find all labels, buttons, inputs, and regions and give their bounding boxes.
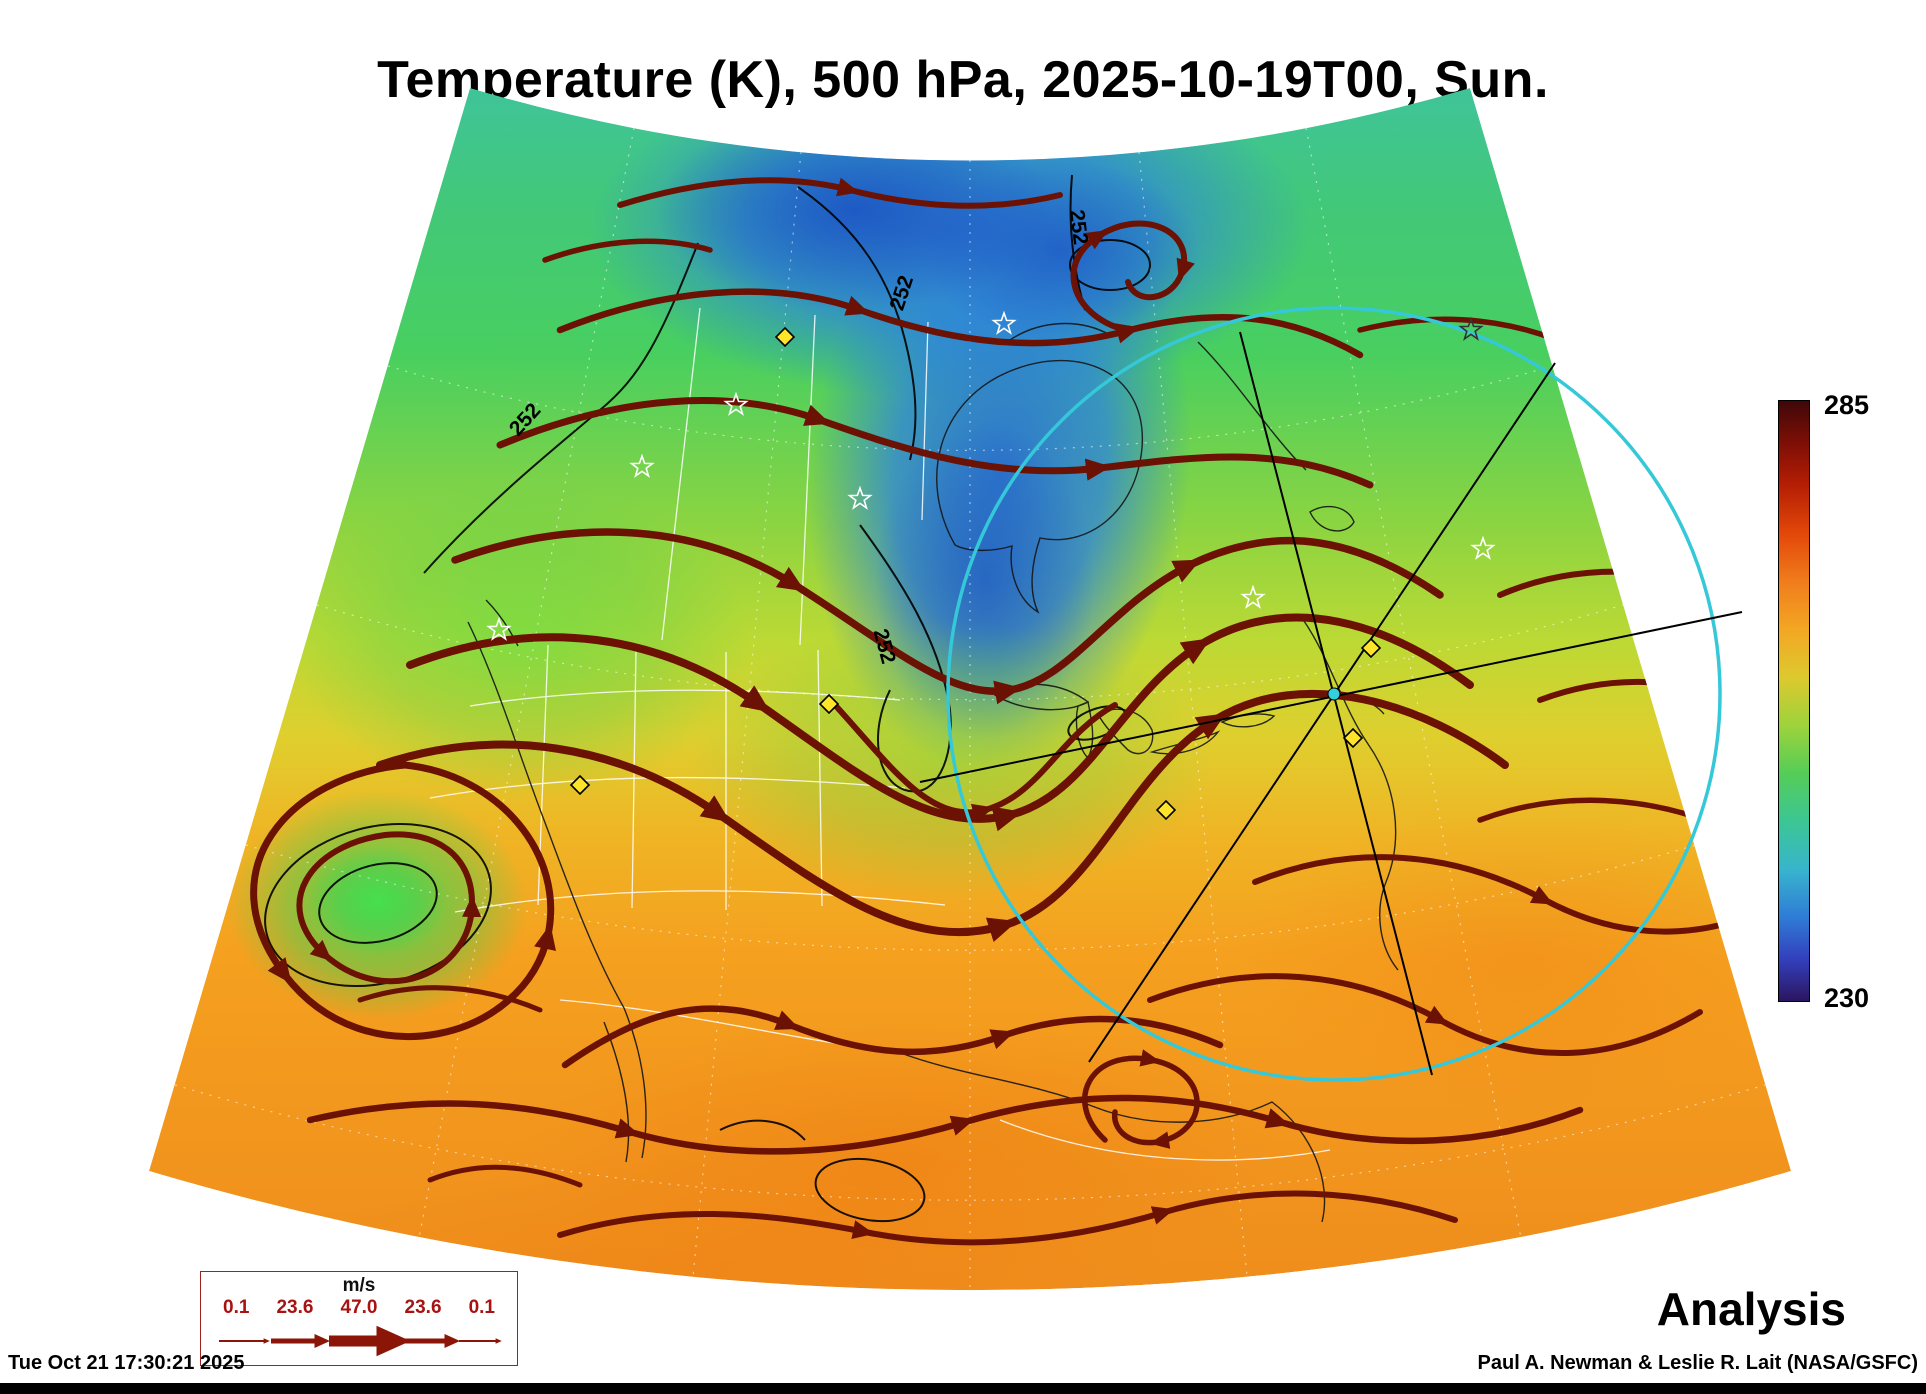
wind-arrow-scale: [219, 1325, 502, 1357]
wind-value: 23.6: [276, 1297, 314, 1318]
colorbar-max-label: 285: [1824, 390, 1870, 420]
analysis-label: Analysis: [1656, 1283, 1846, 1335]
colorbar: 285 230: [1778, 390, 1918, 1013]
wind-value: 0.1: [223, 1297, 250, 1318]
wind-value: 23.6: [404, 1297, 442, 1318]
credit-text: Paul A. Newman & Leslie R. Lait (NASA/GS…: [1477, 1352, 1918, 1374]
temperature-field: [149, 88, 1791, 1291]
page-title: Temperature (K), 500 hPa, 2025-10-19T00,…: [377, 51, 1549, 109]
circle-center-marker: [1327, 687, 1341, 701]
bottom-bar: [0, 1383, 1926, 1394]
colorbar-gradient: [1778, 400, 1810, 1002]
wind-units-label: m/s: [342, 1275, 376, 1296]
contour-label: 252: [1065, 208, 1092, 246]
range-circle: [946, 306, 1722, 1082]
wind-speed-legend: m/s 0.1 23.6 47.0 23.6 0.1: [200, 1271, 518, 1366]
colorbar-min-label: 230: [1824, 983, 1870, 1013]
generation-timestamp: Tue Oct 21 17:30:21 2025: [8, 1352, 245, 1374]
great-circle-overlay: [919, 306, 1743, 1082]
wind-values-row: 0.1 23.6 47.0 23.6 0.1: [201, 1297, 517, 1319]
wind-value: 47.0: [340, 1297, 378, 1318]
wind-value: 0.1: [468, 1297, 495, 1318]
